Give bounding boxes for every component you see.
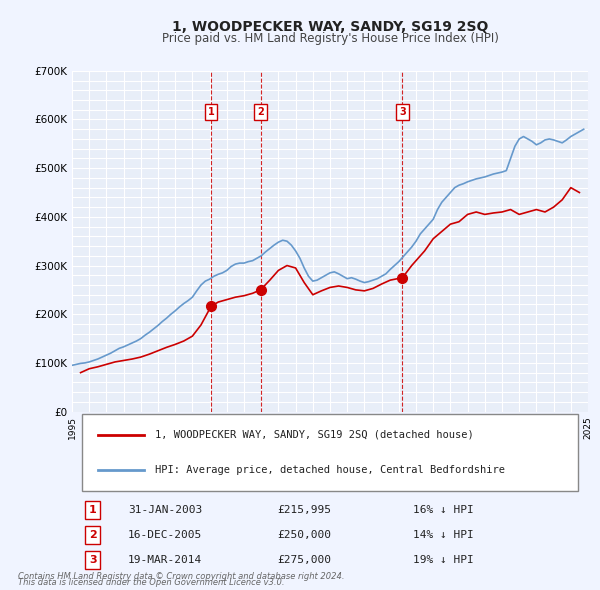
- Text: 19-MAR-2014: 19-MAR-2014: [128, 555, 202, 565]
- Text: HPI: Average price, detached house, Central Bedfordshire: HPI: Average price, detached house, Cent…: [155, 465, 505, 475]
- Text: Contains HM Land Registry data © Crown copyright and database right 2024.: Contains HM Land Registry data © Crown c…: [18, 572, 344, 581]
- Text: £250,000: £250,000: [277, 530, 331, 540]
- Text: 19% ↓ HPI: 19% ↓ HPI: [413, 555, 474, 565]
- Text: £215,995: £215,995: [277, 505, 331, 515]
- Text: 1: 1: [208, 107, 214, 117]
- FancyBboxPatch shape: [82, 414, 578, 491]
- Text: 3: 3: [89, 555, 97, 565]
- Text: £275,000: £275,000: [277, 555, 331, 565]
- Text: 1, WOODPECKER WAY, SANDY, SG19 2SQ (detached house): 1, WOODPECKER WAY, SANDY, SG19 2SQ (deta…: [155, 430, 473, 440]
- Text: This data is licensed under the Open Government Licence v3.0.: This data is licensed under the Open Gov…: [18, 578, 284, 587]
- Text: 3: 3: [399, 107, 406, 117]
- Text: Price paid vs. HM Land Registry's House Price Index (HPI): Price paid vs. HM Land Registry's House …: [161, 32, 499, 45]
- Text: 14% ↓ HPI: 14% ↓ HPI: [413, 530, 474, 540]
- Text: 1, WOODPECKER WAY, SANDY, SG19 2SQ: 1, WOODPECKER WAY, SANDY, SG19 2SQ: [172, 19, 488, 34]
- Text: 2: 2: [257, 107, 264, 117]
- Text: 31-JAN-2003: 31-JAN-2003: [128, 505, 202, 515]
- Text: 16% ↓ HPI: 16% ↓ HPI: [413, 505, 474, 515]
- Text: 16-DEC-2005: 16-DEC-2005: [128, 530, 202, 540]
- Text: 1: 1: [89, 505, 97, 515]
- Text: 2: 2: [89, 530, 97, 540]
